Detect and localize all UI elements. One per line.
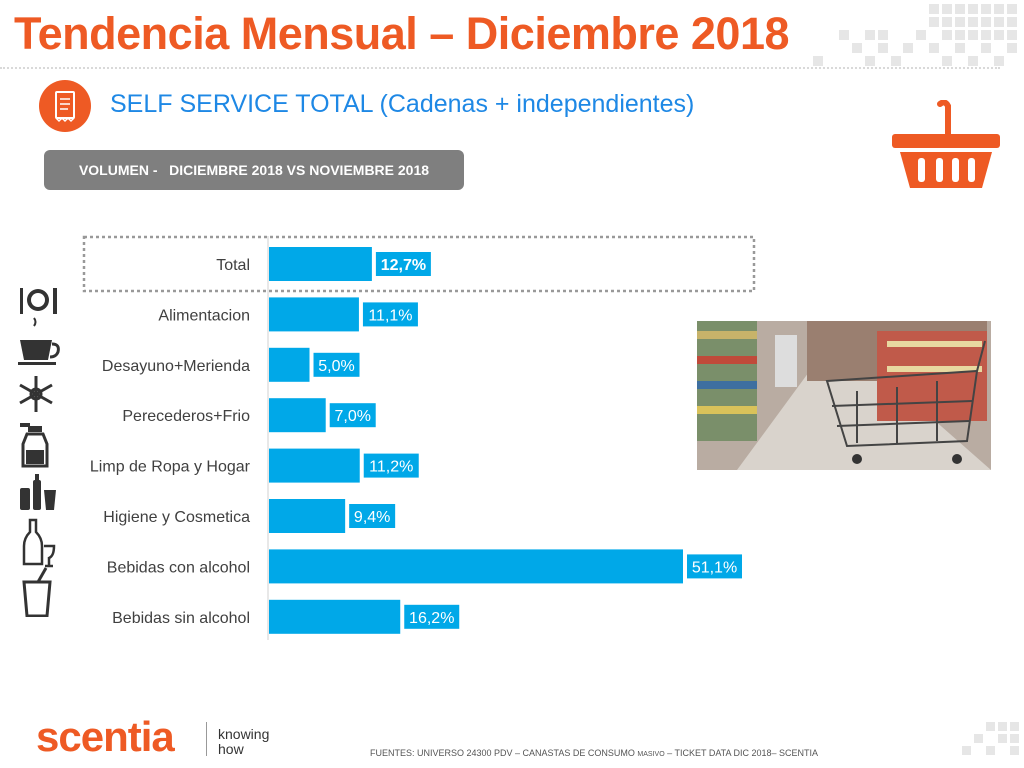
wine-bottle-icon <box>22 518 56 568</box>
category-label: Bebidas sin alcohol <box>112 610 250 627</box>
decorative-squares-bottom <box>962 722 1019 755</box>
receipt-icon <box>39 80 91 132</box>
spray-bottle-icon <box>20 423 49 468</box>
data-label: 9,4% <box>354 509 390 526</box>
page-title: Tendencia Mensual – Diciembre 2018 <box>14 8 790 59</box>
footer-sources: FUENTES: UNIVERSO 24300 PDV – CANASTAS D… <box>370 748 818 758</box>
measure-label: VOLUMEN - DICIEMBRE 2018 VS NOVIEMBRE 20… <box>44 150 464 190</box>
data-label-box <box>313 352 360 377</box>
title-divider <box>0 67 1000 69</box>
bar <box>269 549 683 584</box>
bar <box>269 448 360 483</box>
data-label-box <box>404 604 460 629</box>
bar <box>269 398 326 433</box>
bar <box>269 297 359 332</box>
tagline-line-1: knowing <box>218 726 270 742</box>
category-label: Total <box>216 257 250 274</box>
subtitle: SELF SERVICE TOTAL (Cadenas + independie… <box>110 90 695 118</box>
bar <box>269 599 401 634</box>
logo-divider <box>206 722 207 756</box>
shopping-basket-icon <box>892 100 1000 188</box>
footer-text-2: – TICKET DATA DIC 2018– SCENTIA <box>664 748 819 758</box>
fork-plate-knife-icon <box>20 288 57 314</box>
category-label: Perecederos+Frio <box>122 408 250 425</box>
footer-text-small: MASIVO <box>637 751 665 758</box>
data-label: 7,0% <box>334 408 370 425</box>
footer-text-1: FUENTES: UNIVERSO 24300 PDV – CANASTAS D… <box>370 748 638 758</box>
category-label: Limp de Ropa y Hogar <box>90 459 251 476</box>
category-label: Alimentacion <box>158 307 250 324</box>
volume-bar-chart: Total 12,7% Alimentacion 11,1% Desayuno+Meri… <box>82 235 756 640</box>
data-label-box <box>375 252 431 276</box>
data-label: 16,2% <box>409 610 454 627</box>
brand-tagline: knowing how <box>218 727 288 757</box>
data-label-box <box>349 504 396 528</box>
data-label: 11,2% <box>369 459 413 476</box>
bar <box>269 247 372 281</box>
data-label: 5,0% <box>318 358 354 375</box>
decorative-squares <box>813 4 1017 66</box>
category-label: Desayuno+Merienda <box>102 358 250 375</box>
data-label-box <box>363 453 419 478</box>
category-icons <box>12 282 64 618</box>
snowflake-icon <box>19 376 53 412</box>
bottles-icon <box>20 474 56 510</box>
data-label-box <box>362 302 418 327</box>
data-label-box <box>329 403 376 428</box>
soda-cup-icon <box>22 567 52 618</box>
coffee-cup-icon <box>18 317 60 365</box>
supermarket-photo <box>697 321 991 470</box>
category-label: Higiene y Cosmetica <box>103 509 250 526</box>
data-label: 12,7% <box>381 257 426 274</box>
highlight-frame <box>82 235 756 293</box>
tagline-line-2: how <box>218 741 244 757</box>
data-label: 51,1% <box>692 559 737 576</box>
bar <box>269 347 310 382</box>
category-label: Bebidas con alcohol <box>107 559 250 576</box>
scentia-logo: scentia <box>36 713 175 760</box>
data-label-box <box>687 554 742 579</box>
data-label: 11,1% <box>368 307 412 324</box>
bar <box>269 499 346 533</box>
